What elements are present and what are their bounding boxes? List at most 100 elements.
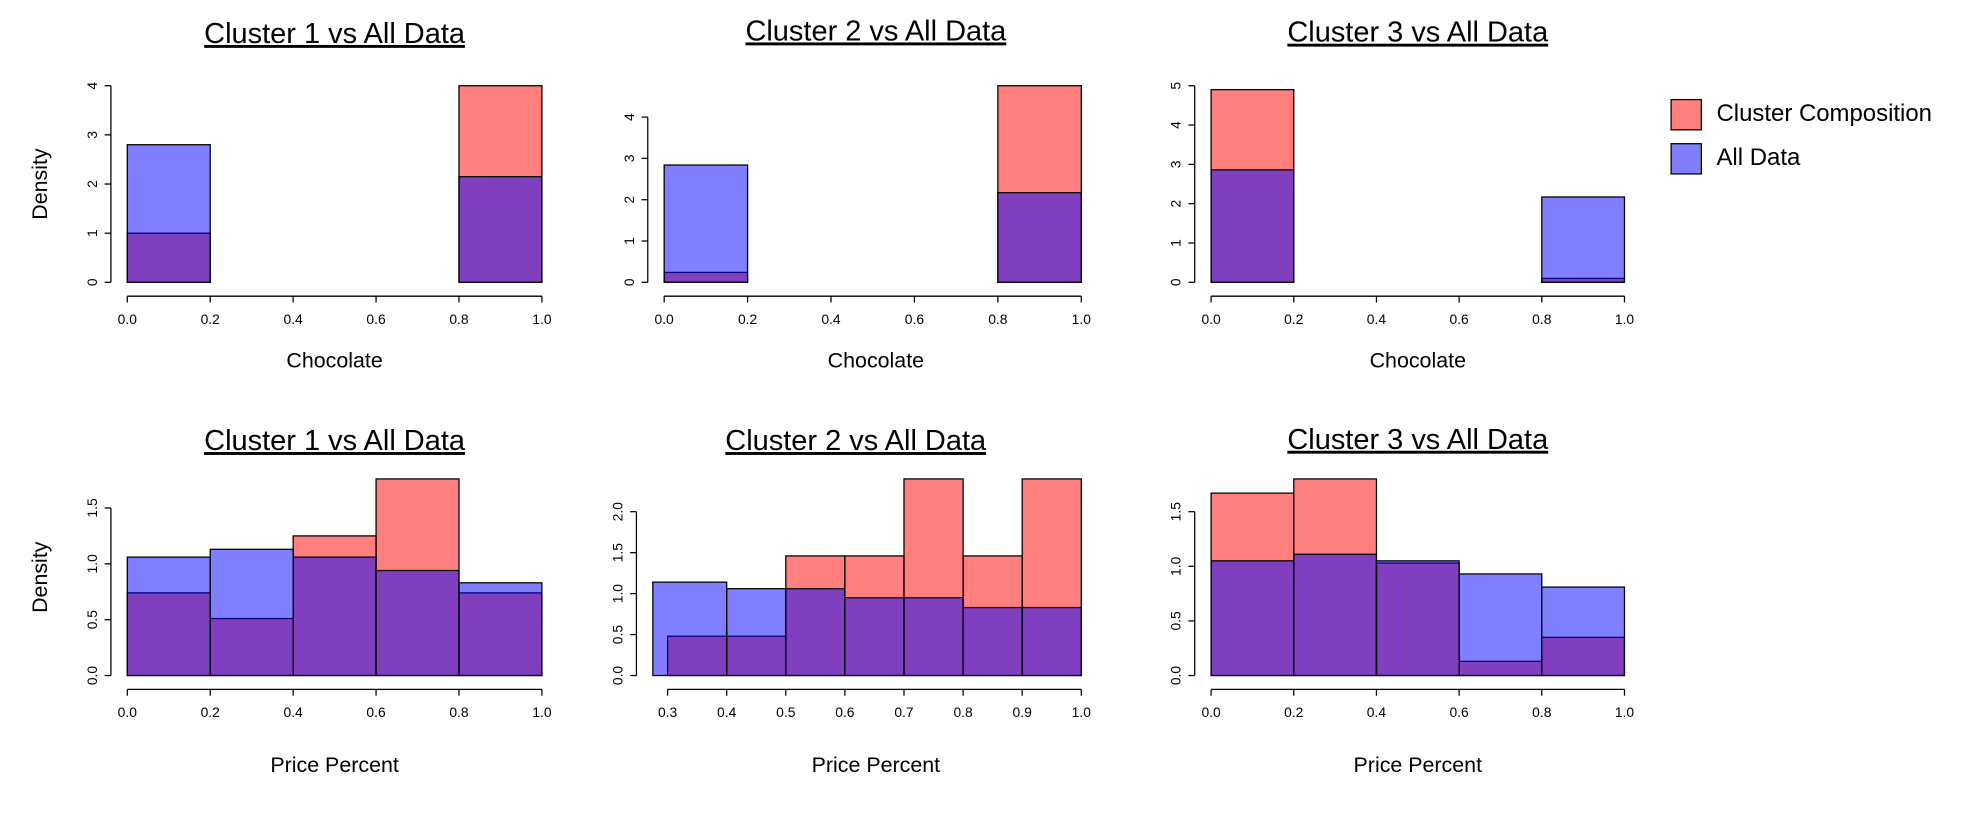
x-tick-label: 1.0 — [532, 311, 552, 327]
x-tick-label: 0.4 — [821, 311, 841, 327]
y-tick-label: 3 — [621, 154, 637, 162]
bar — [375, 569, 460, 677]
y-tick-label: 0.0 — [609, 666, 625, 686]
y-tick-label: 1.0 — [609, 584, 625, 604]
bar — [1210, 560, 1295, 677]
x-axis-label: Chocolate — [286, 348, 382, 372]
y-tick-label: 2 — [84, 180, 100, 188]
bar — [962, 606, 1023, 677]
legend-swatch — [1670, 143, 1702, 175]
y-tick-label: 0.0 — [1168, 666, 1184, 686]
y-tick-label: 1.0 — [1168, 556, 1184, 576]
bar — [1293, 553, 1378, 677]
x-tick-label: 0.2 — [738, 311, 758, 327]
y-tick-label: 1 — [621, 237, 637, 245]
x-tick-label: 0.6 — [366, 311, 386, 327]
y-tick-label: 0 — [84, 278, 100, 286]
legend-label: All Data — [1716, 144, 1801, 171]
chart-title: Cluster 1 vs All Data — [204, 425, 466, 457]
bar — [458, 582, 543, 677]
y-tick-label: 1 — [84, 229, 100, 237]
x-tick-label: 0.5 — [776, 704, 796, 720]
y-tick-label: 3 — [84, 131, 100, 139]
x-tick-label: 0.8 — [953, 704, 973, 720]
bar — [785, 588, 846, 677]
bar — [652, 581, 728, 677]
x-axis-label: Price Percent — [270, 753, 399, 777]
bar — [726, 588, 787, 677]
y-tick-label: 3 — [1168, 160, 1184, 168]
y-tick-label: 0.5 — [84, 610, 100, 630]
y-tick-label: 5 — [1168, 82, 1184, 90]
y-tick-label: 2 — [1168, 200, 1184, 208]
bar — [209, 548, 294, 677]
bar — [997, 192, 1082, 283]
y-tick-label: 1.0 — [84, 554, 100, 574]
x-tick-label: 0.6 — [835, 704, 855, 720]
x-tick-label: 0.4 — [1367, 704, 1387, 720]
y-tick-label: 0.5 — [609, 625, 625, 645]
x-tick-label: 0.8 — [449, 704, 469, 720]
x-tick-label: 0.8 — [1532, 311, 1552, 327]
y-axis-label: Density — [28, 541, 52, 613]
chart-title: Cluster 1 vs All Data — [204, 18, 466, 50]
y-tick-label: 4 — [1168, 121, 1184, 129]
bar — [126, 144, 211, 283]
x-tick-label: 0.0 — [118, 311, 138, 327]
bar — [844, 597, 905, 677]
x-axis-label: Price Percent — [812, 753, 941, 777]
x-axis-label: Price Percent — [1354, 753, 1483, 777]
bar — [458, 176, 543, 283]
x-tick-label: 0.4 — [283, 704, 303, 720]
chart-title: Cluster 2 vs All Data — [745, 15, 1007, 47]
x-tick-label: 0.2 — [201, 311, 221, 327]
chart-title: Cluster 3 vs All Data — [1287, 424, 1549, 456]
x-tick-label: 0.6 — [1449, 704, 1469, 720]
y-tick-label: 0 — [621, 278, 637, 286]
x-tick-label: 1.0 — [1072, 311, 1092, 327]
bar — [292, 556, 377, 677]
x-tick-label: 1.0 — [1072, 704, 1092, 720]
x-tick-label: 0.0 — [118, 704, 138, 720]
x-tick-label: 0.3 — [658, 704, 678, 720]
bar — [126, 556, 211, 677]
x-tick-label: 0.8 — [1532, 704, 1552, 720]
x-tick-label: 1.0 — [1615, 704, 1635, 720]
x-tick-label: 0.9 — [1013, 704, 1033, 720]
x-tick-label: 0.6 — [1449, 311, 1469, 327]
bar — [1375, 560, 1460, 677]
x-tick-label: 0.0 — [655, 311, 675, 327]
y-tick-label: 0 — [1168, 278, 1184, 286]
x-tick-label: 0.7 — [894, 704, 914, 720]
bar — [1458, 573, 1543, 677]
x-axis-label: Chocolate — [828, 348, 924, 372]
x-tick-label: 0.6 — [905, 311, 925, 327]
x-tick-label: 1.0 — [532, 704, 552, 720]
y-tick-label: 1.5 — [84, 498, 100, 518]
y-tick-label: 1.5 — [1168, 502, 1184, 522]
x-tick-label: 1.0 — [1615, 311, 1635, 327]
bar — [1021, 606, 1082, 677]
y-tick-label: 1.5 — [609, 543, 625, 563]
y-tick-label: 0.5 — [1168, 611, 1184, 631]
chart-title: Cluster 3 vs All Data — [1287, 17, 1549, 49]
x-axis-label: Chocolate — [1370, 348, 1466, 372]
x-tick-label: 0.0 — [1201, 704, 1221, 720]
legend-swatch — [1670, 98, 1702, 131]
y-tick-label: 2.0 — [609, 502, 625, 522]
x-tick-label: 0.6 — [366, 704, 386, 720]
x-tick-label: 0.2 — [1284, 704, 1304, 720]
x-tick-label: 0.8 — [449, 311, 469, 327]
x-tick-label: 0.2 — [201, 704, 221, 720]
chart-title: Cluster 2 vs All Data — [725, 425, 987, 457]
x-tick-label: 0.2 — [1284, 311, 1304, 327]
y-axis-label: Density — [28, 148, 52, 220]
y-tick-label: 0.0 — [84, 666, 100, 686]
x-tick-label: 0.8 — [988, 311, 1008, 327]
bar — [1541, 196, 1626, 283]
y-tick-label: 4 — [84, 82, 100, 90]
x-tick-label: 0.4 — [283, 311, 303, 327]
y-tick-label: 1 — [1168, 239, 1184, 247]
